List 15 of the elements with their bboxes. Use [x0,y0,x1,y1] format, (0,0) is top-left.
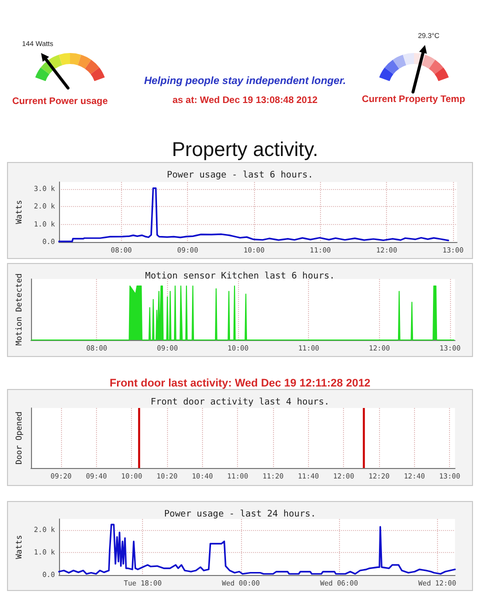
text: Property activity. [170,138,320,162]
chart-title: Power usage - last 6 hours. [166,170,314,180]
chart-title: Motion sensor Kitchen last 6 hours. [145,272,335,282]
y-axis-title: Door Opened [14,411,24,464]
text: Helping people stay independent longer. [143,75,347,88]
text: Front door last activity: Wed Dec 19 12:11:28 2012 [110,378,370,390]
text: Current Property Temp [360,94,466,105]
text: Current Power usage [11,96,109,107]
y-axis-title: Motion Detected [14,273,24,346]
chart-title: Front door activity last 4 hours. [150,398,330,408]
line-series [58,187,450,242]
chart-title: Power usage - last 24 hours. [164,510,316,520]
y-axis-title: Watts [14,200,24,224]
y-axis-title: Watts [14,534,24,560]
text: as at: Wed Dec 19 13:08:48 2012 [172,95,318,106]
